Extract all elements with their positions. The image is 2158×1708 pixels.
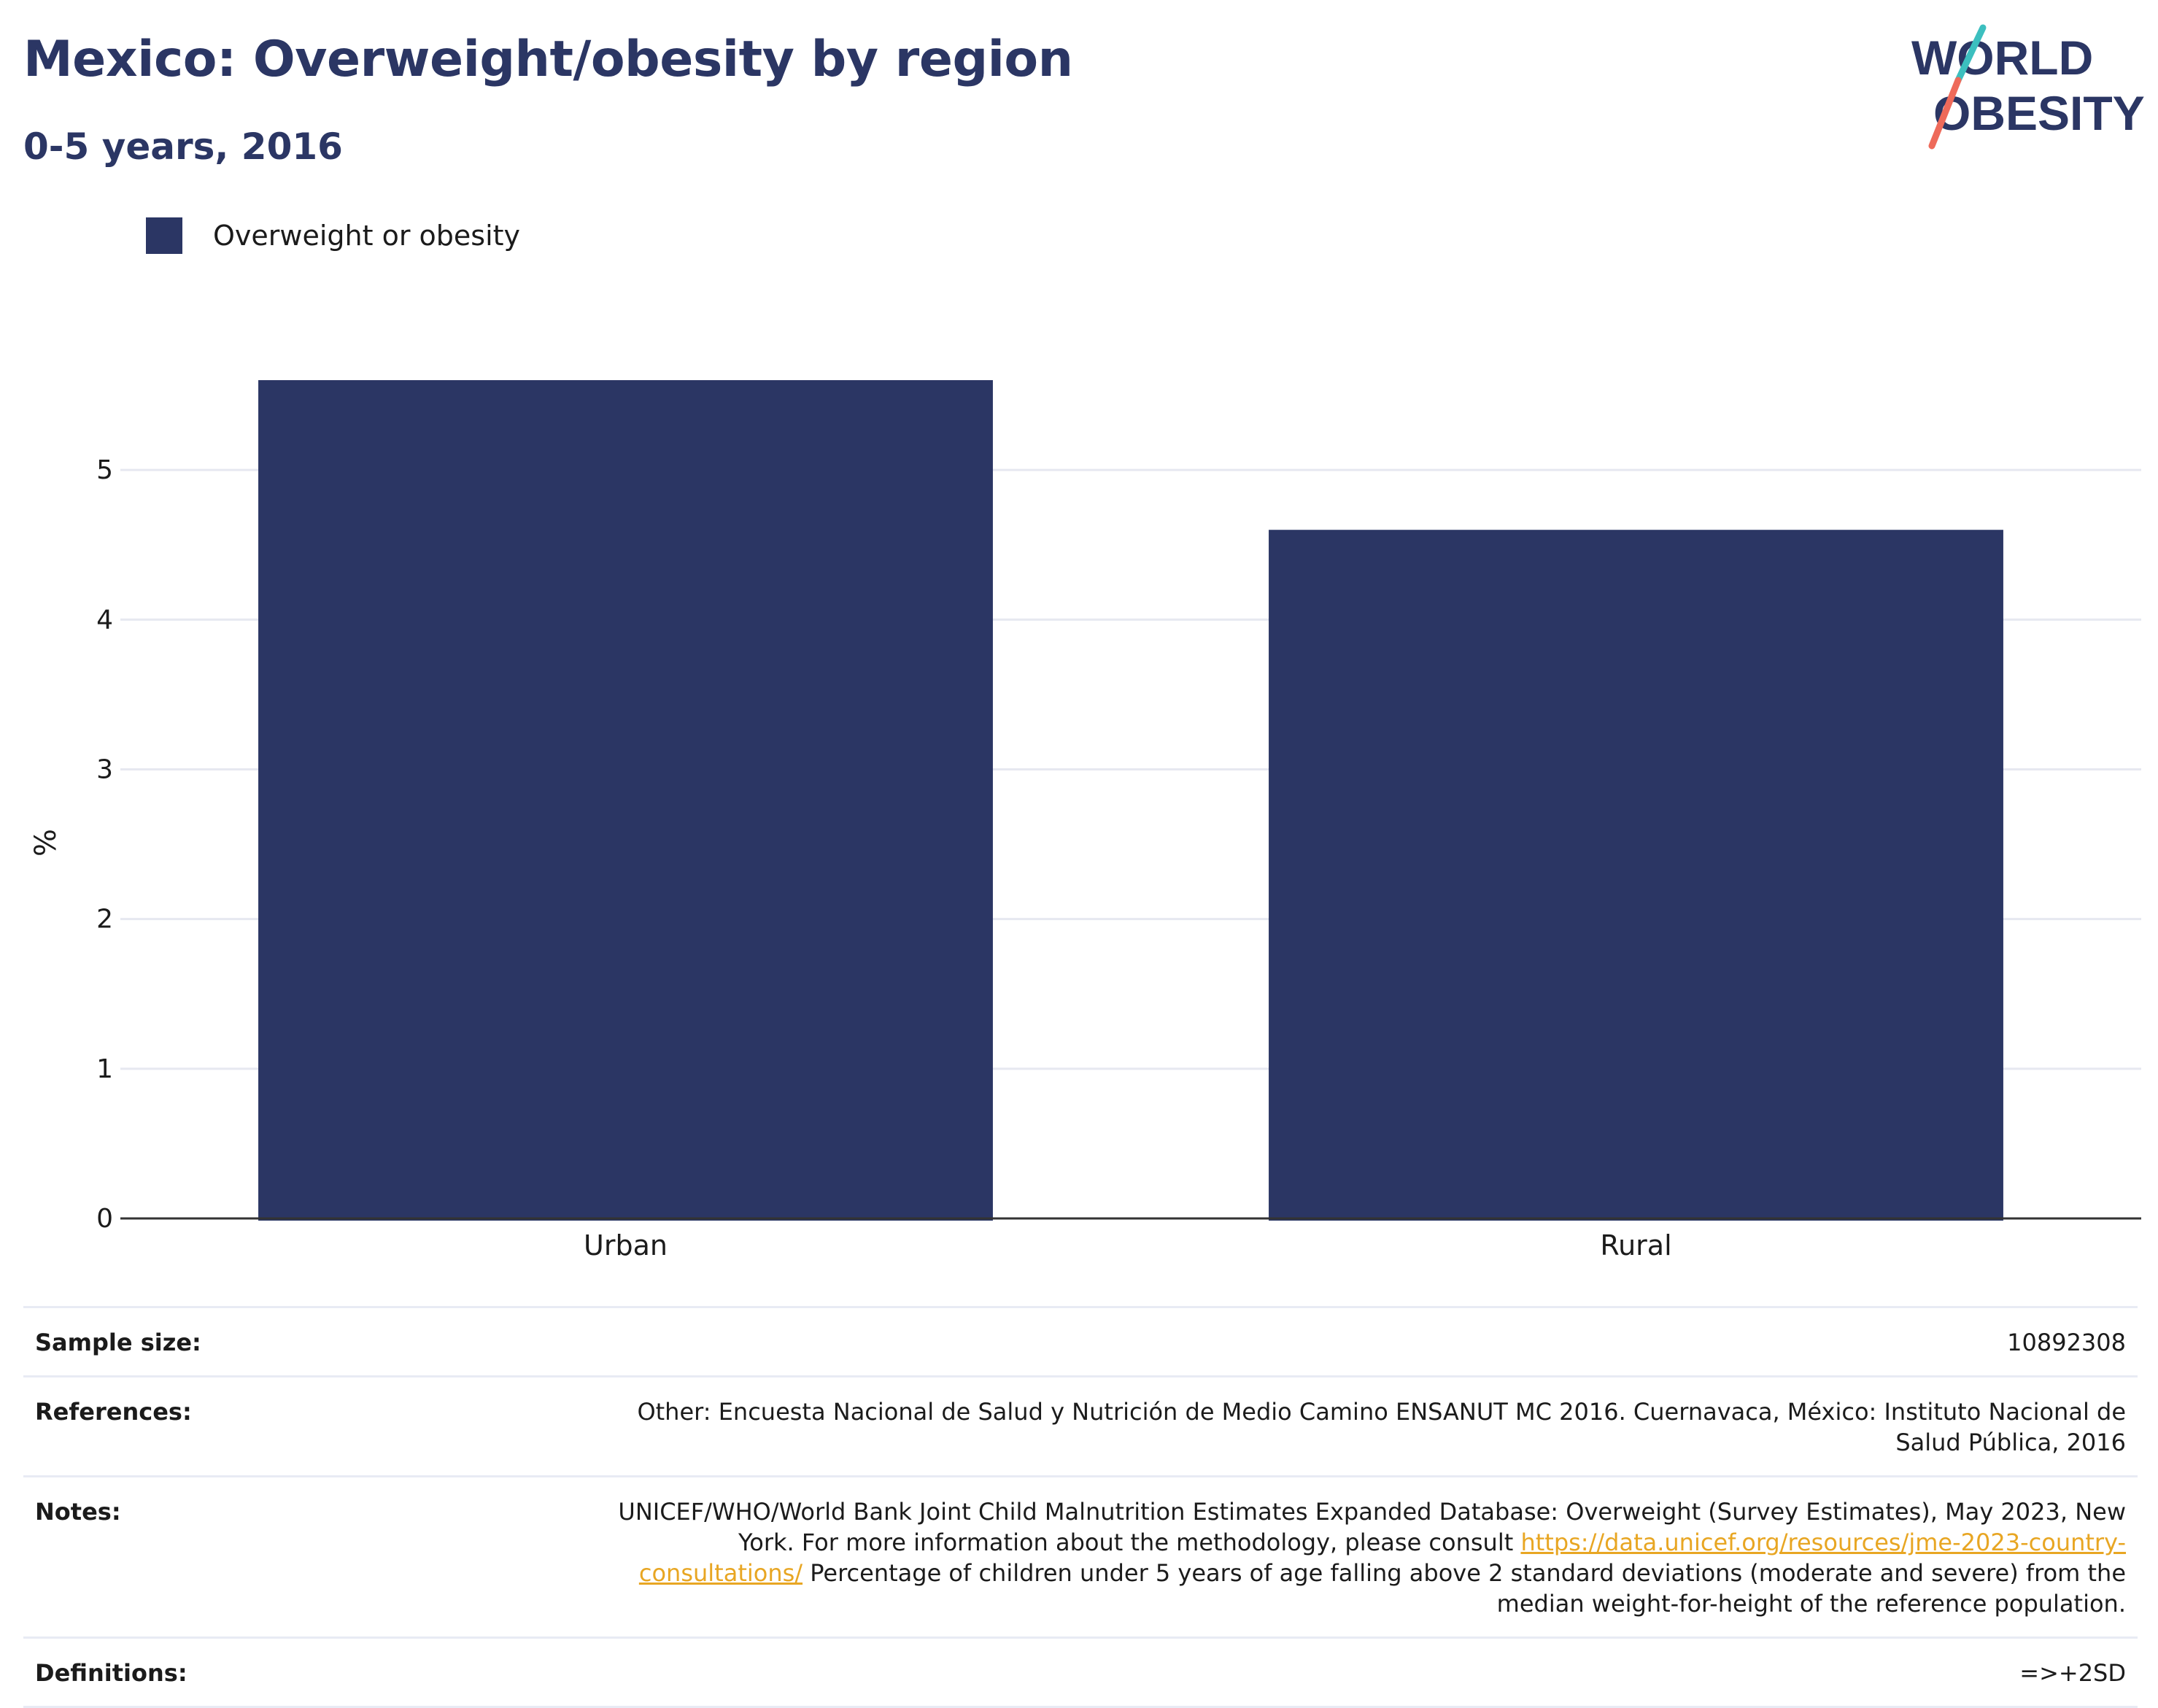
y-tick-label: 1 [96,1054,113,1084]
sample-size-label: Sample size: [35,1329,201,1356]
references-value: Other: Encuesta Nacional de Salud y Nutr… [637,1398,2126,1456]
chart-title: Mexico: Overweight/obesity by region [23,31,1073,88]
notes-text: UNICEF/WHO/World Bank Joint Child Malnut… [618,1498,2126,1556]
notes-value: UNICEF/WHO/World Bank Joint Child Malnut… [594,1496,2126,1619]
bar-chart: 0 1 2 3 4 5% Urban Rural [29,380,2141,1261]
definitions-label: Definitions: [35,1659,187,1687]
info-table: Sample size: 10892308 References: Other:… [23,1306,2138,1708]
y-tick-label: 5 [96,455,113,485]
y-tick-label: 3 [96,754,113,784]
logo-line1: WORLD [1911,31,2093,85]
sample-size-row: Sample size: 10892308 [23,1306,2138,1375]
x-tick-label: Urban [584,1229,668,1261]
y-axis-title: % [29,829,63,857]
bar-rural [1269,530,2003,1221]
legend-swatch [146,217,182,254]
legend-label: Overweight or obesity [213,220,521,252]
notes-link[interactable]: https://data.unicef.org/resources/jme-20… [638,1529,2126,1587]
notes-row: Notes: UNICEF/WHO/World Bank Joint Child… [23,1475,2138,1636]
bar-urban [258,380,993,1221]
definitions-value: =>+2SD [2019,1659,2126,1687]
y-tick-label: 2 [96,905,113,935]
definitions-row: Definitions: =>+2SD [23,1636,2138,1708]
references-row: References: Other: Encuesta Nacional de … [23,1375,2138,1475]
x-tick-label: Rural [1600,1229,1671,1261]
y-tick-label: 4 [96,605,113,635]
notes-label: Notes: [35,1498,121,1526]
references-label: References: [35,1398,192,1426]
legend: Overweight or obesity [146,217,520,254]
chart-subtitle: 0-5 years, 2016 [23,125,343,168]
y-tick-label: 0 [96,1204,113,1234]
notes-text-continued: Percentage of children under 5 years of … [803,1559,2126,1618]
world-obesity-logo: WORLD OBESITY [1911,24,2145,150]
sample-size-value: 10892308 [2007,1329,2126,1356]
logo-line2: OBESITY [1933,86,2145,140]
